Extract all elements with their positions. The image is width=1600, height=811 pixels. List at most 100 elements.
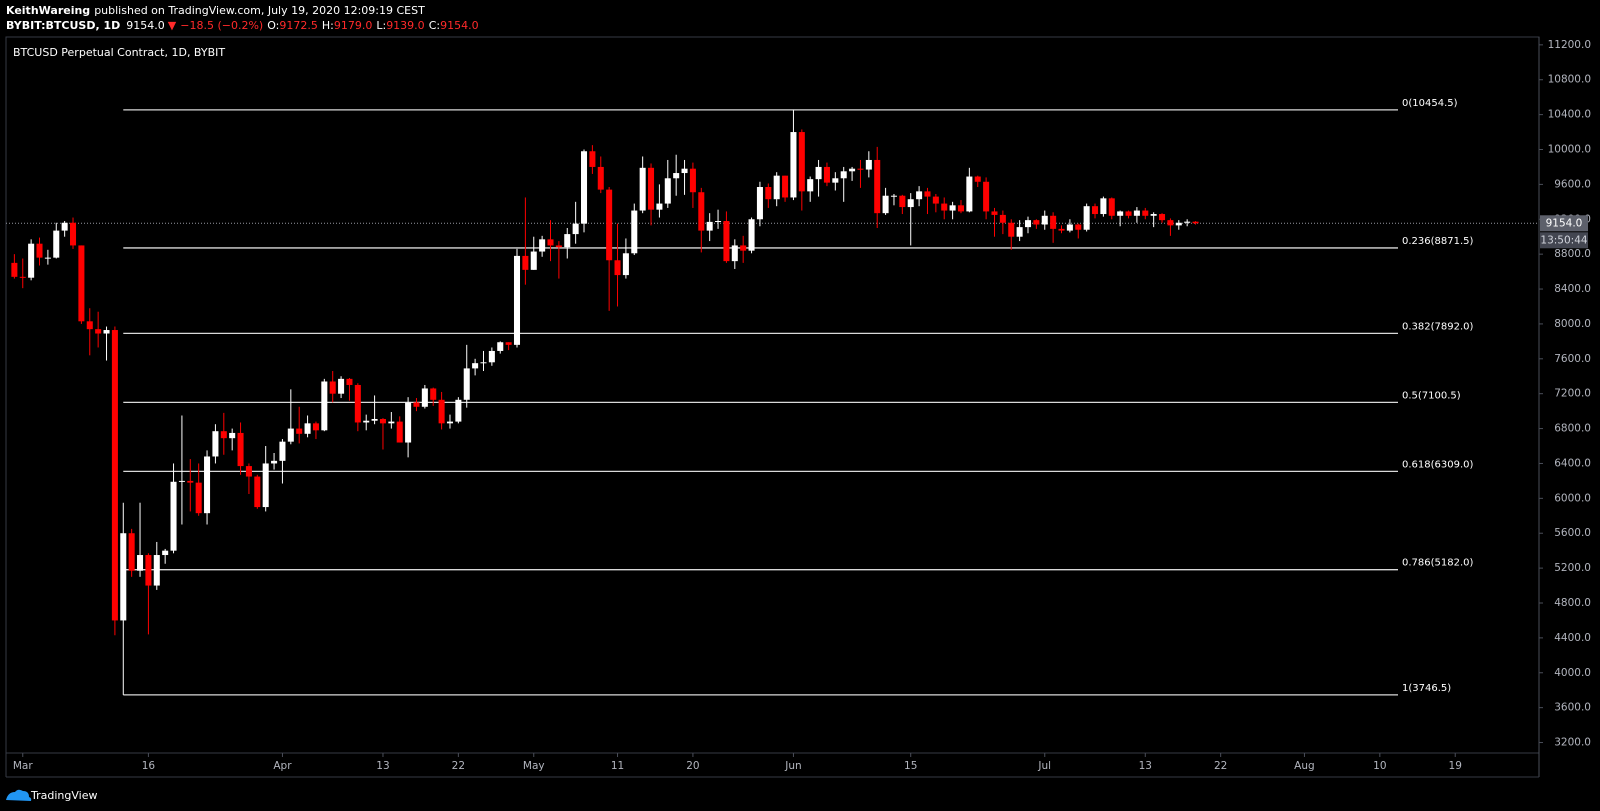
candle-body xyxy=(706,221,713,231)
x-tick-label: Mar xyxy=(13,760,33,772)
symbol-line: BYBIT:BTCUSD, 1D 9154.0 ▼ −18.5 (−0.2%) O:91… xyxy=(6,19,479,32)
candle-body xyxy=(405,402,412,443)
candle-body xyxy=(597,166,604,190)
candle-body xyxy=(581,151,588,224)
symbol: BYBIT:BTCUSD, 1D xyxy=(6,19,120,32)
candle-body xyxy=(983,181,990,212)
candle-body xyxy=(354,384,361,423)
candle-body xyxy=(1159,214,1166,221)
candle-body xyxy=(664,178,671,204)
candle-body xyxy=(840,171,847,179)
candle-body xyxy=(1150,214,1157,216)
y-tick-label: 11200.0 xyxy=(1548,39,1591,51)
candle-body xyxy=(103,330,110,334)
y-tick-label: 3200.0 xyxy=(1554,737,1591,749)
candle-body xyxy=(1066,224,1073,231)
y-tick-label: 8400.0 xyxy=(1554,283,1591,295)
candle-body xyxy=(1100,198,1107,215)
candle-body xyxy=(413,402,420,407)
ohlc-value: 9179.0 xyxy=(334,19,373,32)
candle-body xyxy=(622,253,629,276)
candle-body xyxy=(220,431,227,439)
candle-body xyxy=(857,168,864,170)
x-tick-label: Jun xyxy=(784,760,801,772)
fib-label: 0.382(7892.0) xyxy=(1402,321,1474,332)
candle-body xyxy=(715,221,722,223)
candle-body xyxy=(1092,206,1099,215)
candle-body xyxy=(1117,211,1124,216)
candle-body xyxy=(438,399,445,424)
candle-body xyxy=(1075,224,1082,230)
candle-body xyxy=(656,203,663,210)
candle-body xyxy=(916,191,923,200)
candle-body xyxy=(899,195,906,208)
candle-body xyxy=(974,176,981,182)
candle-body xyxy=(329,381,336,394)
candle-body xyxy=(564,234,571,248)
x-tick-label: 15 xyxy=(904,760,917,772)
x-tick-label: 22 xyxy=(1214,760,1227,772)
candle-body xyxy=(907,199,914,208)
candle-body xyxy=(698,192,705,231)
y-tick-label: 10000.0 xyxy=(1548,144,1591,156)
candle-body xyxy=(522,255,529,270)
candle-body xyxy=(572,223,579,235)
candle-body xyxy=(271,460,278,464)
candle-body xyxy=(379,418,386,424)
candle-body xyxy=(765,187,772,200)
fib-label: 0.5(7100.5) xyxy=(1402,390,1461,401)
candle-body xyxy=(999,214,1006,223)
candle-body xyxy=(61,222,68,231)
y-tick-label: 6400.0 xyxy=(1554,457,1591,469)
candle-body xyxy=(865,159,872,170)
footer-logo[interactable]: TradingView xyxy=(6,789,97,802)
x-tick-label: 13 xyxy=(1139,760,1152,772)
candle-body xyxy=(1083,206,1090,230)
candle-body xyxy=(1008,222,1015,237)
candle-body xyxy=(1058,228,1065,231)
candle-body xyxy=(178,480,185,482)
fib-label: 0(10454.5) xyxy=(1402,98,1458,109)
candle-body xyxy=(874,159,881,214)
price-tag-label: 9154.0 xyxy=(1546,217,1583,229)
candle-body xyxy=(446,421,453,424)
candle-body xyxy=(371,418,378,421)
candle-body xyxy=(1125,211,1132,216)
candle-body xyxy=(455,399,462,422)
y-tick-label: 3600.0 xyxy=(1554,702,1591,714)
candle-body xyxy=(890,195,897,197)
candle-body xyxy=(128,533,135,571)
candle-body xyxy=(245,466,252,477)
ohlc-label: H: xyxy=(322,19,334,32)
candle-body xyxy=(430,388,437,400)
y-tick-label: 4000.0 xyxy=(1554,667,1591,679)
candle-body xyxy=(346,378,353,385)
x-tick-label: 19 xyxy=(1449,760,1462,772)
candle-body xyxy=(798,132,805,192)
candle-body xyxy=(388,421,395,424)
candle-body xyxy=(1050,215,1057,229)
published: published on TradingView.com, July 19, 2… xyxy=(94,4,425,17)
candle-body xyxy=(1184,221,1191,223)
candle-body xyxy=(689,168,696,193)
countdown-box xyxy=(1540,232,1588,249)
x-tick-label: May xyxy=(523,760,545,772)
candle-body xyxy=(823,166,830,183)
x-tick-label: 22 xyxy=(452,760,465,772)
candle-body xyxy=(363,420,370,423)
author[interactable]: KeithWareing xyxy=(6,4,90,17)
candle-body xyxy=(731,245,738,262)
candle-body xyxy=(463,368,470,400)
candle-body xyxy=(195,482,202,514)
candle-body xyxy=(614,260,621,276)
candle-body xyxy=(497,342,504,351)
candle-body xyxy=(187,480,194,483)
candle-body xyxy=(1175,222,1182,226)
candle-body xyxy=(120,533,127,621)
candle-body xyxy=(279,441,286,461)
candle-body xyxy=(472,363,479,369)
y-tick-label: 7600.0 xyxy=(1554,353,1591,365)
candle-body xyxy=(1192,221,1199,224)
